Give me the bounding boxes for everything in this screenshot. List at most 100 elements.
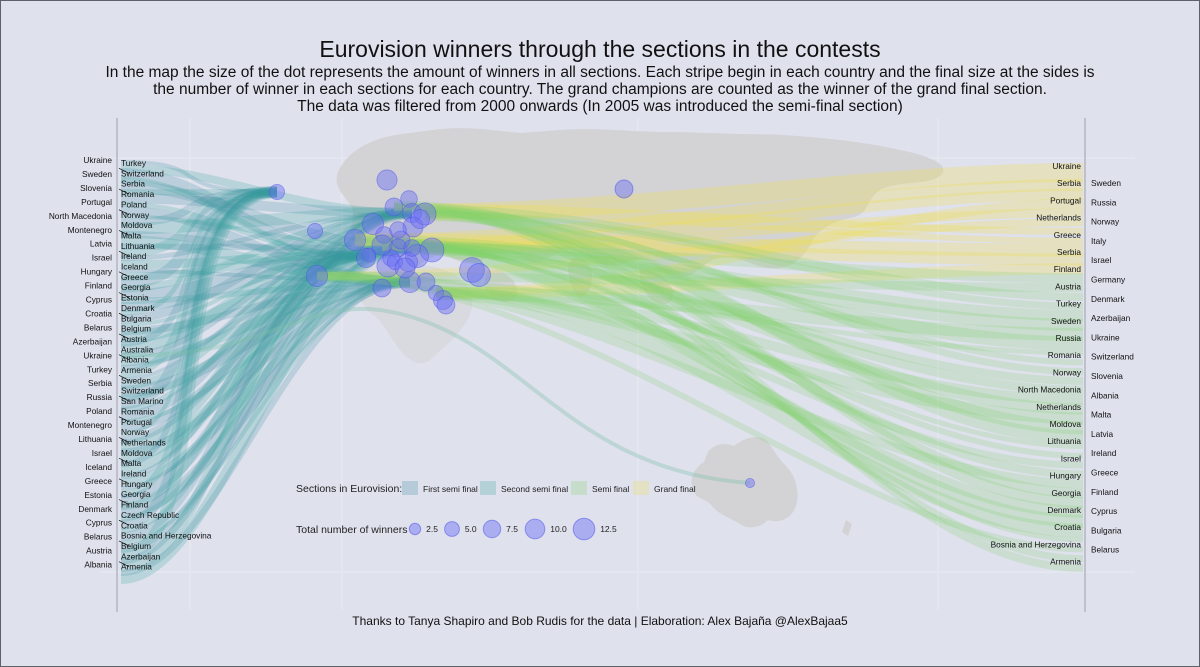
flow-right: [316, 273, 1084, 553]
flow-left: [120, 205, 411, 287]
legend-section-label: Grand final: [654, 484, 696, 494]
legend-sections-title: Sections in Eurovision:: [296, 483, 402, 495]
right-outer-label: Austria: [1055, 281, 1081, 291]
flow-left: [120, 251, 370, 510]
left-inner-label: San Marino: [121, 396, 164, 406]
flow-right: [411, 245, 1084, 543]
label-leader: [118, 168, 130, 174]
flow-left: [120, 201, 370, 258]
left-inner-label: Estonia: [121, 293, 149, 303]
left-outer-label: Cyprus: [86, 295, 112, 305]
left-inner-label: Portugal: [121, 417, 152, 427]
country-dot: [398, 270, 421, 293]
flow-left: [120, 245, 413, 522]
nz-land: [842, 520, 852, 536]
flow-right: [316, 218, 1084, 280]
flow-left: [120, 208, 413, 476]
left-inner-label: Austria: [121, 334, 147, 344]
flow-left: [120, 164, 413, 217]
flow-left: [120, 279, 411, 304]
flow-right: [393, 202, 1084, 499]
left-outer-label: Montenegro: [68, 420, 113, 430]
country-dot: [394, 257, 416, 279]
country-dot: [410, 209, 430, 229]
left-outer-label: Sweden: [82, 169, 112, 179]
right-outer-label: Serbia: [1057, 178, 1081, 188]
flow-right: [354, 237, 1084, 449]
country-dot: [433, 290, 453, 310]
right-inner-label: Latvia: [1091, 429, 1114, 439]
right-inner-label: Italy: [1091, 236, 1107, 246]
left-inner-label: Ireland: [121, 251, 147, 261]
flow-right: [381, 238, 1084, 528]
legend-size-dot: [482, 519, 502, 539]
country-dot: [376, 254, 400, 278]
flow-left: [120, 188, 278, 227]
right-inner-label: Germany: [1091, 275, 1126, 285]
left-inner-label: Georgia: [121, 489, 151, 499]
flow-left: [120, 278, 411, 336]
left-inner-label: Netherlands: [121, 437, 166, 447]
country-dot: [305, 264, 328, 287]
label-leader: [118, 540, 130, 547]
subtitle-line: In the map the size of the dot represent…: [105, 64, 1095, 81]
flow-left: [120, 253, 370, 328]
label-leader: [118, 271, 130, 278]
left-outer-label: Portugal: [81, 197, 112, 207]
flow-right: [316, 273, 1084, 356]
country-dot: [356, 248, 376, 268]
flow-left: [120, 187, 278, 258]
right-outer-label: Croatia: [1054, 522, 1081, 532]
flow-right: [393, 203, 1084, 563]
left-inner-label: Croatia: [121, 520, 148, 530]
left-inner-label: Switzerland: [121, 386, 164, 396]
flow-right: [411, 208, 1084, 253]
label-leader: [118, 416, 130, 423]
flow-right: [424, 207, 1084, 445]
country-dot: [416, 272, 436, 292]
left-outer-label: Belarus: [84, 532, 112, 542]
right-outer-label: Netherlands: [1036, 402, 1081, 412]
left-inner-label: Switzerland: [121, 168, 164, 178]
country-dot: [436, 295, 456, 315]
africa-land: [356, 260, 473, 364]
left-country-labels: Ukraine Sweden Slovenia Portugal North Maced…: [49, 155, 212, 572]
left-inner-label: Lithuania: [121, 241, 155, 251]
flow-right: [393, 203, 1084, 301]
left-inner-label: Sweden: [121, 375, 151, 385]
flow-left: [120, 244, 413, 281]
right-outer-label: Denmark: [1047, 505, 1082, 515]
flow-right: [424, 210, 1084, 376]
right-inner-label: Albania: [1091, 390, 1119, 400]
flow-right: [435, 288, 1084, 405]
left-outer-label: Montenegro: [68, 225, 113, 235]
sankey-flows: [120, 160, 1084, 584]
right-outer-label: North Macedonia: [1018, 385, 1082, 395]
left-inner-label: Belgium: [121, 541, 151, 551]
flow-right: [411, 243, 1084, 284]
column-axes: [116, 118, 1086, 612]
flow-left: [120, 250, 370, 542]
right-outer-label: Israel: [1061, 453, 1081, 463]
flow-left: [120, 188, 278, 347]
label-leader: [118, 395, 130, 402]
right-inner-label: Cyprus: [1091, 506, 1117, 516]
australia-land: [691, 437, 798, 528]
flow-left: [120, 268, 411, 284]
flow-australia: [120, 306, 751, 485]
country-dots: [268, 169, 756, 488]
flow-right: [393, 203, 1084, 235]
right-outer-label: Russia: [1056, 333, 1082, 343]
flow-left: [120, 186, 278, 289]
flow-left: [120, 243, 413, 433]
japan-land: [812, 178, 832, 220]
flow-left: [120, 210, 413, 413]
chart-subtitle: In the map the size of the dot represent…: [40, 64, 1160, 115]
flow-left: [120, 251, 370, 390]
label-leader: [118, 333, 130, 340]
chart-caption: Thanks to Tanya Shapiro and Bob Rudis fo…: [352, 614, 848, 628]
flow-left: [120, 279, 411, 425]
label-leader: [118, 457, 130, 464]
flow-left: [120, 243, 413, 584]
legend-section-label: Semi final: [592, 484, 629, 494]
